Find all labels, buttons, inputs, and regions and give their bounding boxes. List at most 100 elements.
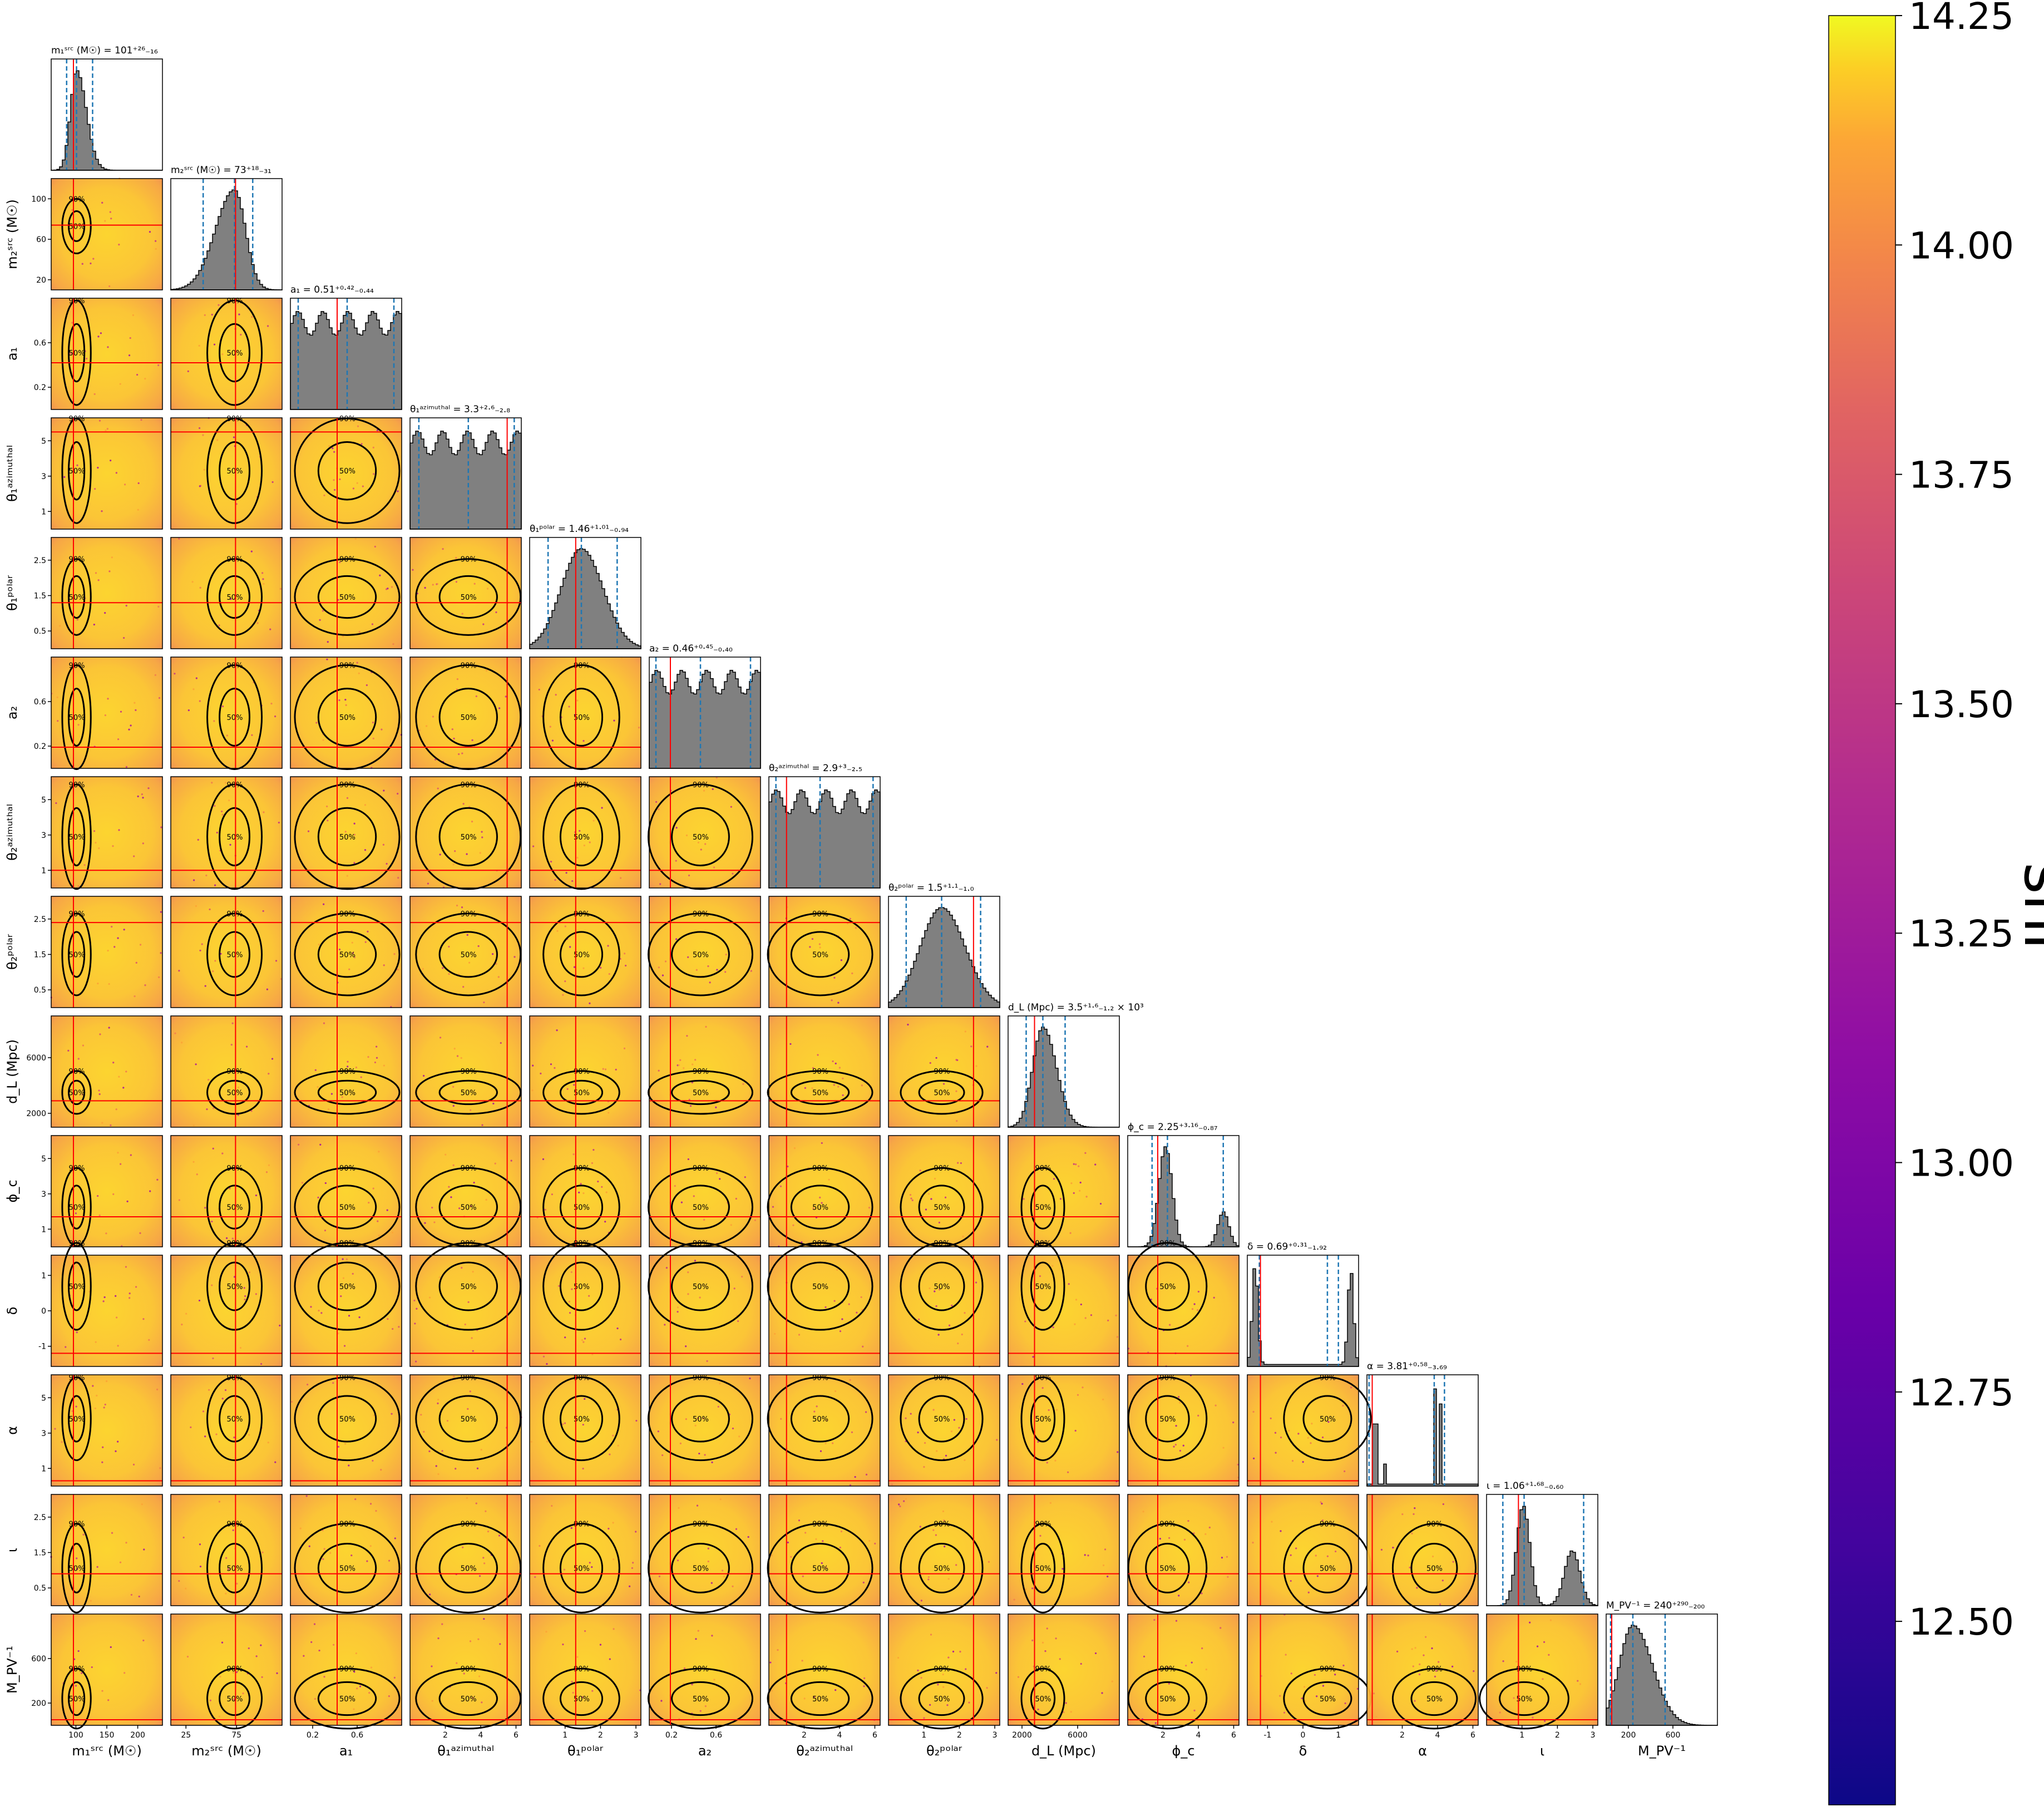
scatter-point [724, 971, 727, 973]
scatter-point [549, 726, 551, 728]
scatter-point [307, 830, 310, 832]
hist-panel-m2: m₂ˢʳᶜ (M☉) = 73⁺¹⁸₋₃₁ [170, 165, 283, 290]
scatter-point [837, 1001, 840, 1004]
density-field [888, 1375, 1000, 1486]
scatter-point [569, 946, 571, 948]
contour-50 [317, 931, 377, 978]
y-tick-label: 600 [31, 1655, 46, 1664]
scatter-point [352, 487, 354, 490]
contour-panel-delta-vs-phic: 90%50% [1127, 1240, 1240, 1368]
y-tick-label: 1 [41, 1464, 46, 1473]
scatter-point [576, 857, 579, 859]
scatter-point [231, 1237, 234, 1240]
scatter-point [1311, 1423, 1313, 1425]
scatter-point [1039, 1275, 1041, 1277]
colorbar-tick-label: 12.50 [1909, 1601, 2014, 1644]
scatter-point [344, 1443, 347, 1445]
contour-label-90: 90% [339, 910, 356, 919]
scatter-point [677, 1064, 679, 1067]
scatter-point [498, 707, 501, 709]
scatter-point [61, 1441, 63, 1443]
contour-90 [61, 664, 92, 770]
contour-90 [294, 783, 401, 890]
scatter-point [1179, 1402, 1181, 1404]
scatter-point [122, 1087, 125, 1089]
contour-50 [67, 1543, 86, 1593]
scatter-point [1065, 1702, 1067, 1704]
contour-panel-phic-vs-a1: 90%50% [290, 1135, 402, 1247]
x-tick-label: 4 [837, 1731, 842, 1740]
contour-90 [61, 558, 92, 636]
contour-label-90: 90% [693, 1374, 709, 1382]
colorbar-tick-label: 13.25 [1909, 912, 2014, 955]
scatter-point [629, 1585, 631, 1587]
contour-90 [1127, 1523, 1208, 1613]
panel-frame [170, 1613, 283, 1726]
scatter-point [97, 467, 99, 469]
scatter-point [125, 605, 127, 607]
x-axis-label-phic: ϕ_c [1172, 1743, 1194, 1759]
scatter-point [181, 1042, 183, 1044]
scatter-point [1078, 1165, 1080, 1167]
scatter-point [233, 1698, 235, 1700]
contour-50 [918, 1185, 965, 1230]
contour-90 [415, 1667, 522, 1730]
scatter-point [383, 789, 385, 792]
contour-90 [648, 1070, 753, 1115]
contour-90 [206, 1167, 263, 1247]
scatter-point [919, 1526, 921, 1528]
scatter-point [1049, 1502, 1051, 1504]
scatter-point [832, 1060, 834, 1063]
scatter-point [236, 350, 239, 352]
scatter-point [591, 1690, 594, 1692]
scatter-point [551, 1504, 553, 1507]
scatter-point [1063, 1711, 1065, 1713]
contour-panel-dL-vs-t1az: 90%50% [409, 1015, 522, 1128]
scatter-point [483, 1001, 485, 1004]
hist-title-a2: a₂ = 0.46⁺⁰·⁴⁵₋₀.₄₀ [649, 643, 733, 654]
scatter-point [266, 988, 268, 990]
scatter-point [1054, 1459, 1056, 1462]
contour-label-90: 90% [693, 910, 709, 919]
scatter-point [910, 1413, 912, 1415]
scatter-point [260, 1363, 263, 1365]
contour-label-90: 90% [339, 1068, 356, 1076]
contour-label-90: 90% [227, 297, 243, 305]
scatter-point [899, 1505, 901, 1508]
scatter-point [110, 218, 112, 220]
scatter-point [689, 1105, 692, 1107]
scatter-point [98, 1089, 100, 1092]
contour-90 [61, 299, 92, 406]
scatter-point [571, 880, 574, 882]
scatter-point [432, 715, 435, 718]
panel-frame [170, 1494, 283, 1606]
panel-frame [888, 1255, 1000, 1367]
scatter-point [1307, 1591, 1310, 1593]
scatter-point [455, 581, 458, 583]
contour-50 [438, 1261, 498, 1311]
scatter-point [1196, 1309, 1199, 1311]
scatter-point [1290, 1554, 1292, 1556]
scatter-point [1201, 1647, 1203, 1650]
scatter-point [571, 689, 573, 691]
scatter-point [905, 1498, 907, 1500]
scatter-point [1222, 1447, 1225, 1449]
y-axis-label-mpv: M_PV⁻¹ [4, 1646, 20, 1694]
scatter-point [299, 1527, 302, 1529]
scatter-point [1067, 1471, 1069, 1473]
scatter-point [147, 787, 150, 789]
scatter-point [697, 1417, 699, 1419]
contour-panel-mpv-vs-iota: 90%50%1 2 3ι [1479, 1613, 1598, 1759]
hist-panel-t1po: θ₁ᵖᵒˡᵃʳ = 1.46⁺¹·⁰¹₋₀.₉₄ [529, 524, 641, 649]
scatter-point [473, 583, 476, 585]
scatter-point [398, 1326, 400, 1328]
scatter-point [353, 1671, 356, 1673]
scatter-point [573, 1084, 575, 1086]
scatter-point [185, 1587, 187, 1590]
contour-label-90: 90% [339, 1521, 356, 1529]
scatter-point [182, 1536, 185, 1539]
scatter-point [478, 1675, 481, 1677]
scatter-point [833, 976, 836, 979]
contour-50 [1499, 1681, 1549, 1716]
